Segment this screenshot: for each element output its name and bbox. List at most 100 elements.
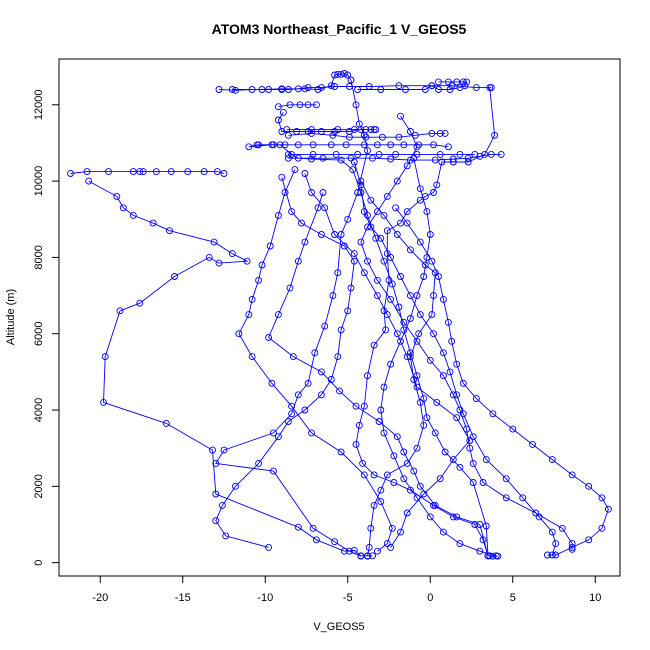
data-point xyxy=(444,318,452,326)
series-line xyxy=(304,173,471,548)
x-tick-label: -15 xyxy=(175,592,191,604)
chart-title: ATOM3 Northeast_Pacific_1 V_GEOS5 xyxy=(212,21,467,37)
data-point xyxy=(308,129,315,137)
data-point xyxy=(459,379,467,387)
data-point xyxy=(433,398,441,406)
data-point xyxy=(360,269,368,277)
data-point xyxy=(420,421,428,429)
series-line xyxy=(70,171,225,174)
y-tick-label: 2000 xyxy=(33,474,45,498)
data-point xyxy=(278,85,286,93)
data-point xyxy=(529,440,536,448)
data-point xyxy=(210,238,218,246)
series-line xyxy=(355,87,496,556)
data-point xyxy=(308,126,315,134)
data-point xyxy=(357,552,365,560)
data-point xyxy=(469,433,477,441)
data-point xyxy=(377,86,385,93)
data-point xyxy=(344,307,352,315)
data-series xyxy=(284,150,479,158)
data-point xyxy=(410,376,418,383)
data-point xyxy=(331,538,339,546)
data-point xyxy=(416,238,424,246)
data-series xyxy=(354,78,471,93)
data-point xyxy=(308,189,315,196)
data-point xyxy=(558,524,566,532)
data-point xyxy=(436,150,444,158)
data-point xyxy=(284,131,292,139)
data-point xyxy=(105,168,112,176)
data-point xyxy=(598,524,606,532)
data-point xyxy=(489,552,497,560)
data-point xyxy=(428,82,436,90)
data-point xyxy=(463,78,471,86)
data-point xyxy=(220,170,228,177)
data-series xyxy=(212,70,371,560)
data-series xyxy=(212,173,358,551)
data-point xyxy=(449,456,457,464)
data-point xyxy=(486,84,494,92)
data-point xyxy=(270,141,277,149)
data-point xyxy=(220,446,228,454)
data-point xyxy=(291,166,299,174)
data-point xyxy=(472,395,480,403)
y-tick-label: 8000 xyxy=(33,245,45,269)
data-point xyxy=(387,360,395,368)
x-tick-label: 10 xyxy=(589,592,601,604)
data-point xyxy=(519,494,527,502)
data-point xyxy=(298,219,305,227)
data-series xyxy=(350,158,560,559)
data-point xyxy=(397,528,404,536)
data-point xyxy=(439,295,447,303)
data-point xyxy=(304,379,312,387)
data-point xyxy=(426,231,434,238)
data-series xyxy=(67,168,228,177)
data-point xyxy=(548,528,556,536)
y-tick-label: 10000 xyxy=(33,166,45,197)
data-point xyxy=(423,208,431,216)
data-point xyxy=(428,129,436,137)
series-layer xyxy=(67,70,612,560)
data-point xyxy=(308,429,315,437)
x-tick-label: -20 xyxy=(92,592,108,604)
data-point xyxy=(415,330,423,338)
data-point xyxy=(476,547,484,555)
data-point xyxy=(400,141,408,149)
series-line xyxy=(88,180,373,557)
data-point xyxy=(327,82,335,90)
data-point xyxy=(334,353,342,361)
data-point xyxy=(265,334,273,341)
data-point xyxy=(337,156,345,164)
data-point xyxy=(446,368,454,376)
data-point xyxy=(167,168,175,176)
data-point xyxy=(393,177,401,185)
data-point xyxy=(413,494,421,502)
data-point xyxy=(347,284,355,292)
data-point xyxy=(113,192,121,200)
data-point xyxy=(304,128,312,135)
data-point xyxy=(342,141,350,149)
data-point xyxy=(449,158,457,166)
data-point xyxy=(258,86,266,93)
data-point xyxy=(278,173,286,181)
data-point xyxy=(317,391,325,399)
data-point xyxy=(350,250,358,258)
data-series xyxy=(274,101,320,111)
data-point xyxy=(509,425,517,433)
x-axis: -20 -15 -10 -5 0 5 10 xyxy=(92,575,601,604)
data-point xyxy=(321,204,329,212)
data-point xyxy=(397,112,404,120)
data-point xyxy=(152,168,160,176)
data-point xyxy=(245,311,253,319)
data-point xyxy=(286,101,294,109)
data-point xyxy=(294,391,302,399)
data-point xyxy=(340,242,348,250)
data-point xyxy=(585,536,593,544)
data-point xyxy=(232,482,239,490)
x-tick-label: -5 xyxy=(343,592,353,604)
data-point xyxy=(456,406,464,414)
data-series xyxy=(377,154,500,560)
data-point xyxy=(365,83,373,90)
data-point xyxy=(568,540,576,548)
